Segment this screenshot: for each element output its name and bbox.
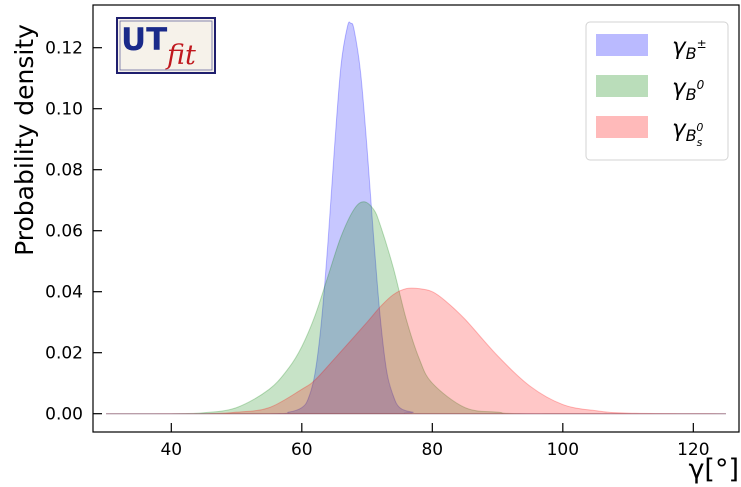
plot-frame	[92, 4, 740, 433]
series-area-3	[106, 287, 726, 415]
y-tick-label: 0.06	[45, 222, 83, 242]
y-tick-label: 0.10	[45, 100, 83, 120]
logo-text-main: UT	[121, 22, 167, 58]
legend-swatch-2	[596, 75, 648, 97]
x-tick-label: 80	[421, 440, 443, 460]
y-tick-label: 0.04	[45, 283, 83, 303]
y-axis-label: Probability density	[10, 24, 39, 256]
x-tick-label: 40	[160, 440, 182, 460]
x-tick-label: 60	[291, 440, 313, 460]
series-areas	[106, 21, 726, 415]
y-tick-label: 0.02	[45, 344, 83, 364]
legend-swatch-1	[596, 34, 648, 56]
y-tick-label: 0.00	[45, 405, 83, 425]
legend-swatch-3	[596, 116, 648, 138]
legend-label-3: γBs0	[672, 116, 703, 149]
x-tick-label: 120	[677, 440, 709, 460]
y-tick-label: 0.12	[45, 39, 83, 59]
series-area-2	[106, 201, 726, 415]
legend-box	[585, 21, 729, 161]
legend-label-2: γB0	[672, 75, 705, 104]
utfit-logo: UT fit	[116, 17, 216, 74]
series-area-1	[106, 21, 726, 415]
x-tick-label: 100	[547, 440, 579, 460]
axis-ticks: 40 60 80 100 120 0.00 0.02 0.04 0.06 0.08 0.10 0.12	[45, 39, 709, 460]
logo-text-sub: fit	[165, 40, 196, 71]
x-axis-label: γ[°]	[688, 454, 739, 485]
y-tick-label: 0.08	[45, 161, 83, 181]
legend: γB± γB0 γBs0	[585, 21, 729, 161]
legend-label-1: γB±	[672, 34, 707, 63]
